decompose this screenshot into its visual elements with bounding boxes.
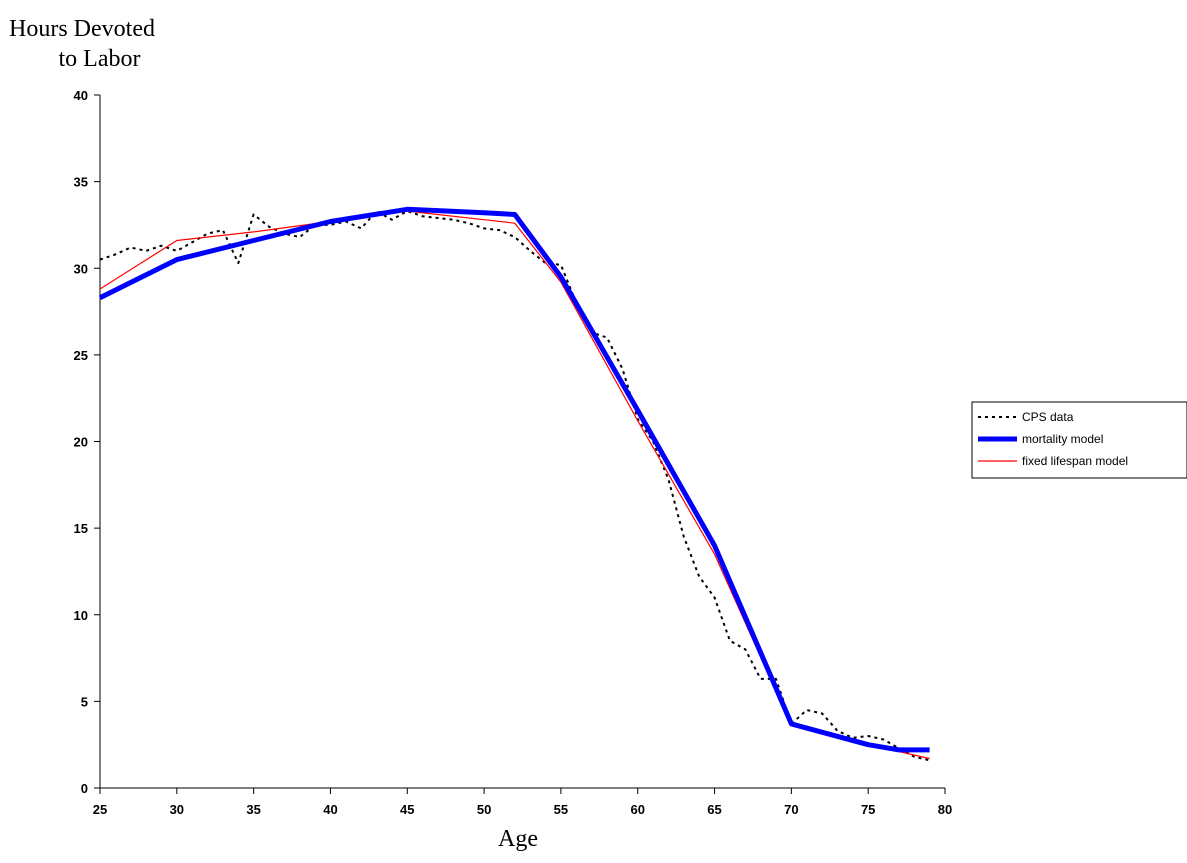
x-tick-label: 50 xyxy=(477,802,491,817)
y-tick-label: 30 xyxy=(74,261,88,276)
x-tick-label: 75 xyxy=(861,802,875,817)
x-tick-label: 30 xyxy=(170,802,184,817)
x-tick-label: 70 xyxy=(784,802,798,817)
series-line-fixed-lifespan-model xyxy=(99,210,930,760)
x-tick-label: 25 xyxy=(93,802,107,817)
y-tick-label: 40 xyxy=(74,88,88,103)
y-axis-title-line-2: to Labor xyxy=(58,46,141,72)
y-tick-label: 10 xyxy=(74,608,88,623)
y-tick-label: 0 xyxy=(81,781,88,796)
legend-label: fixed lifespan model xyxy=(1022,454,1128,468)
x-axis-title: Age xyxy=(498,826,538,852)
y-tick-label: 15 xyxy=(74,521,88,536)
x-tick-label: 40 xyxy=(323,802,337,817)
x-tick-label: 65 xyxy=(707,802,721,817)
x-tick-label: 60 xyxy=(630,802,644,817)
legend-label: mortality model xyxy=(1022,432,1103,446)
axes: 0 5 10 15 20 25 30 35 40 25 30 35 40 45 50 55 60 65 70 75 80 xyxy=(74,88,953,817)
x-tick-label: 80 xyxy=(938,802,952,817)
y-tick-label: 35 xyxy=(74,175,88,190)
x-tick-label: 45 xyxy=(400,802,414,817)
series-line-cps-data xyxy=(99,210,930,762)
y-tick-label: 5 xyxy=(81,694,88,709)
x-tick-label: 35 xyxy=(246,802,260,817)
legend-label: CPS data xyxy=(1022,410,1074,424)
x-tick-label: 55 xyxy=(554,802,568,817)
legend: CPS data mortality model fixed lifespan mo… xyxy=(971,401,1187,479)
y-axis-title-line-1: Hours Devoted xyxy=(9,16,155,42)
series-line-mortality-model xyxy=(98,206,930,753)
series-layer xyxy=(98,206,930,762)
y-tick-label: 25 xyxy=(74,348,88,363)
y-tick-label: 20 xyxy=(74,435,88,450)
y-axis-title: Hours Devoted to Labor xyxy=(9,14,155,74)
